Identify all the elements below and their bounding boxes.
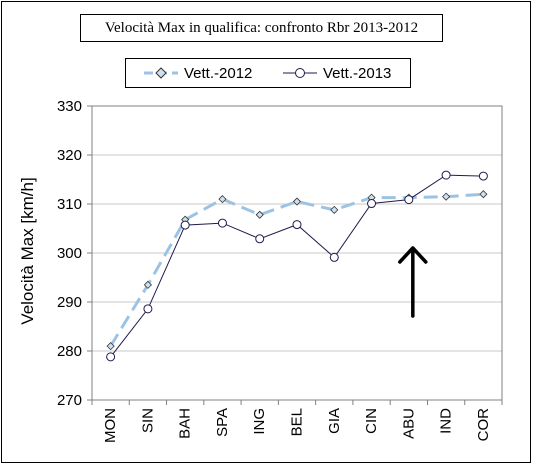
data-point-1 — [180, 220, 190, 230]
x-tick-label: SPA — [214, 408, 231, 437]
data-point-0 — [255, 210, 264, 219]
data-point-0 — [442, 192, 451, 201]
chart-legend: Vett.-2012 Vett.-2013 — [125, 58, 411, 88]
legend-label-2013: Vett.-2013 — [323, 64, 392, 82]
chart-title: Velocità Max in qualifica: confronto Rbr… — [80, 14, 443, 42]
series-line-0 — [109, 192, 484, 347]
legend-swatch-2012 — [144, 67, 178, 79]
x-tick-label: ING — [251, 408, 268, 435]
arrow-head — [398, 246, 428, 264]
data-point-1 — [106, 352, 116, 362]
data-point-1 — [367, 199, 377, 209]
data-point-0 — [292, 197, 302, 206]
x-tick-label: COR — [475, 408, 492, 442]
y-tick-label: 280 — [57, 343, 82, 360]
legend-swatch-2013 — [283, 68, 317, 78]
data-point-1 — [404, 195, 414, 205]
x-tick-label: MON — [102, 408, 119, 443]
y-tick-label: 270 — [57, 392, 82, 409]
data-point-0 — [330, 205, 339, 214]
y-tick-label: 290 — [57, 294, 82, 311]
x-tick-label: IND — [438, 408, 455, 434]
data-point-1 — [217, 218, 227, 228]
y-tick-label: 300 — [57, 245, 82, 262]
x-tick-label: CIN — [363, 408, 380, 434]
data-point-1 — [292, 220, 302, 230]
y-tick-label: 320 — [57, 147, 82, 164]
x-tick-label: ABU — [400, 408, 417, 439]
x-tick-label: BAH — [177, 408, 194, 439]
data-point-0 — [218, 195, 227, 204]
data-point-0 — [106, 342, 115, 351]
y-tick-label: 330 — [57, 98, 82, 115]
data-point-1 — [143, 304, 153, 314]
legend-entry-2012: Vett.-2012 — [144, 59, 252, 87]
legend-entry-2013: Vett.-2013 — [283, 59, 391, 87]
data-point-1 — [441, 170, 451, 180]
data-point-0 — [143, 280, 152, 289]
plot-area — [91, 105, 503, 401]
y-tick-label: 310 — [57, 196, 82, 213]
data-point-1 — [255, 234, 265, 244]
legend-label-2012: Vett.-2012 — [184, 64, 253, 82]
x-tick-label: GIA — [326, 408, 343, 434]
data-point-1 — [329, 252, 339, 262]
data-point-1 — [478, 171, 488, 181]
x-tick-label: BEL — [289, 408, 306, 436]
data-point-0 — [479, 190, 488, 199]
x-tick-label: SIN — [139, 408, 156, 433]
